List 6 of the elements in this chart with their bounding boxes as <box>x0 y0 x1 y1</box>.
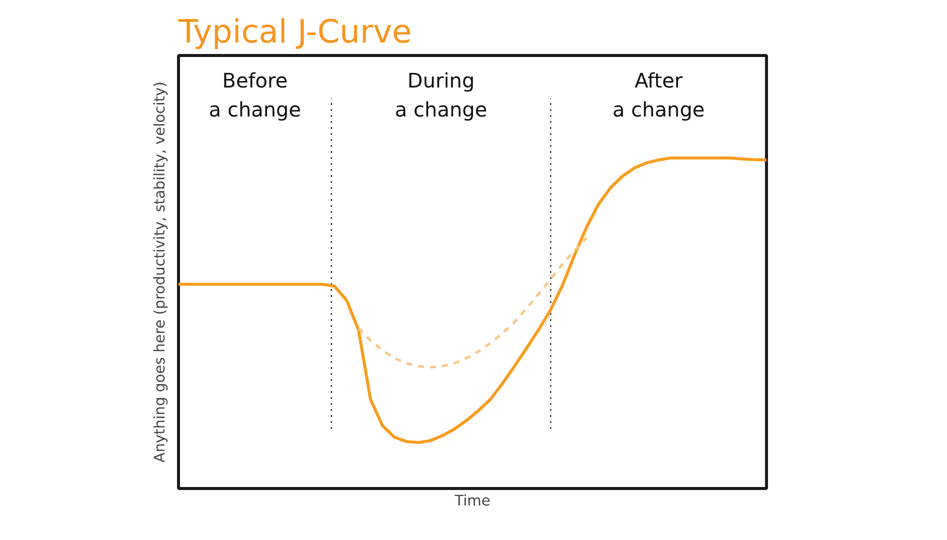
text: After a change <box>612 68 705 122</box>
text: Before a change <box>208 68 302 122</box>
y-axis-title: Anything goes here (productivity, stability, velocity) <box>152 82 168 462</box>
chart-title: Typical J-Curve <box>178 12 412 50</box>
text: During a change <box>394 68 488 122</box>
x-axis-title: Time <box>454 492 490 510</box>
